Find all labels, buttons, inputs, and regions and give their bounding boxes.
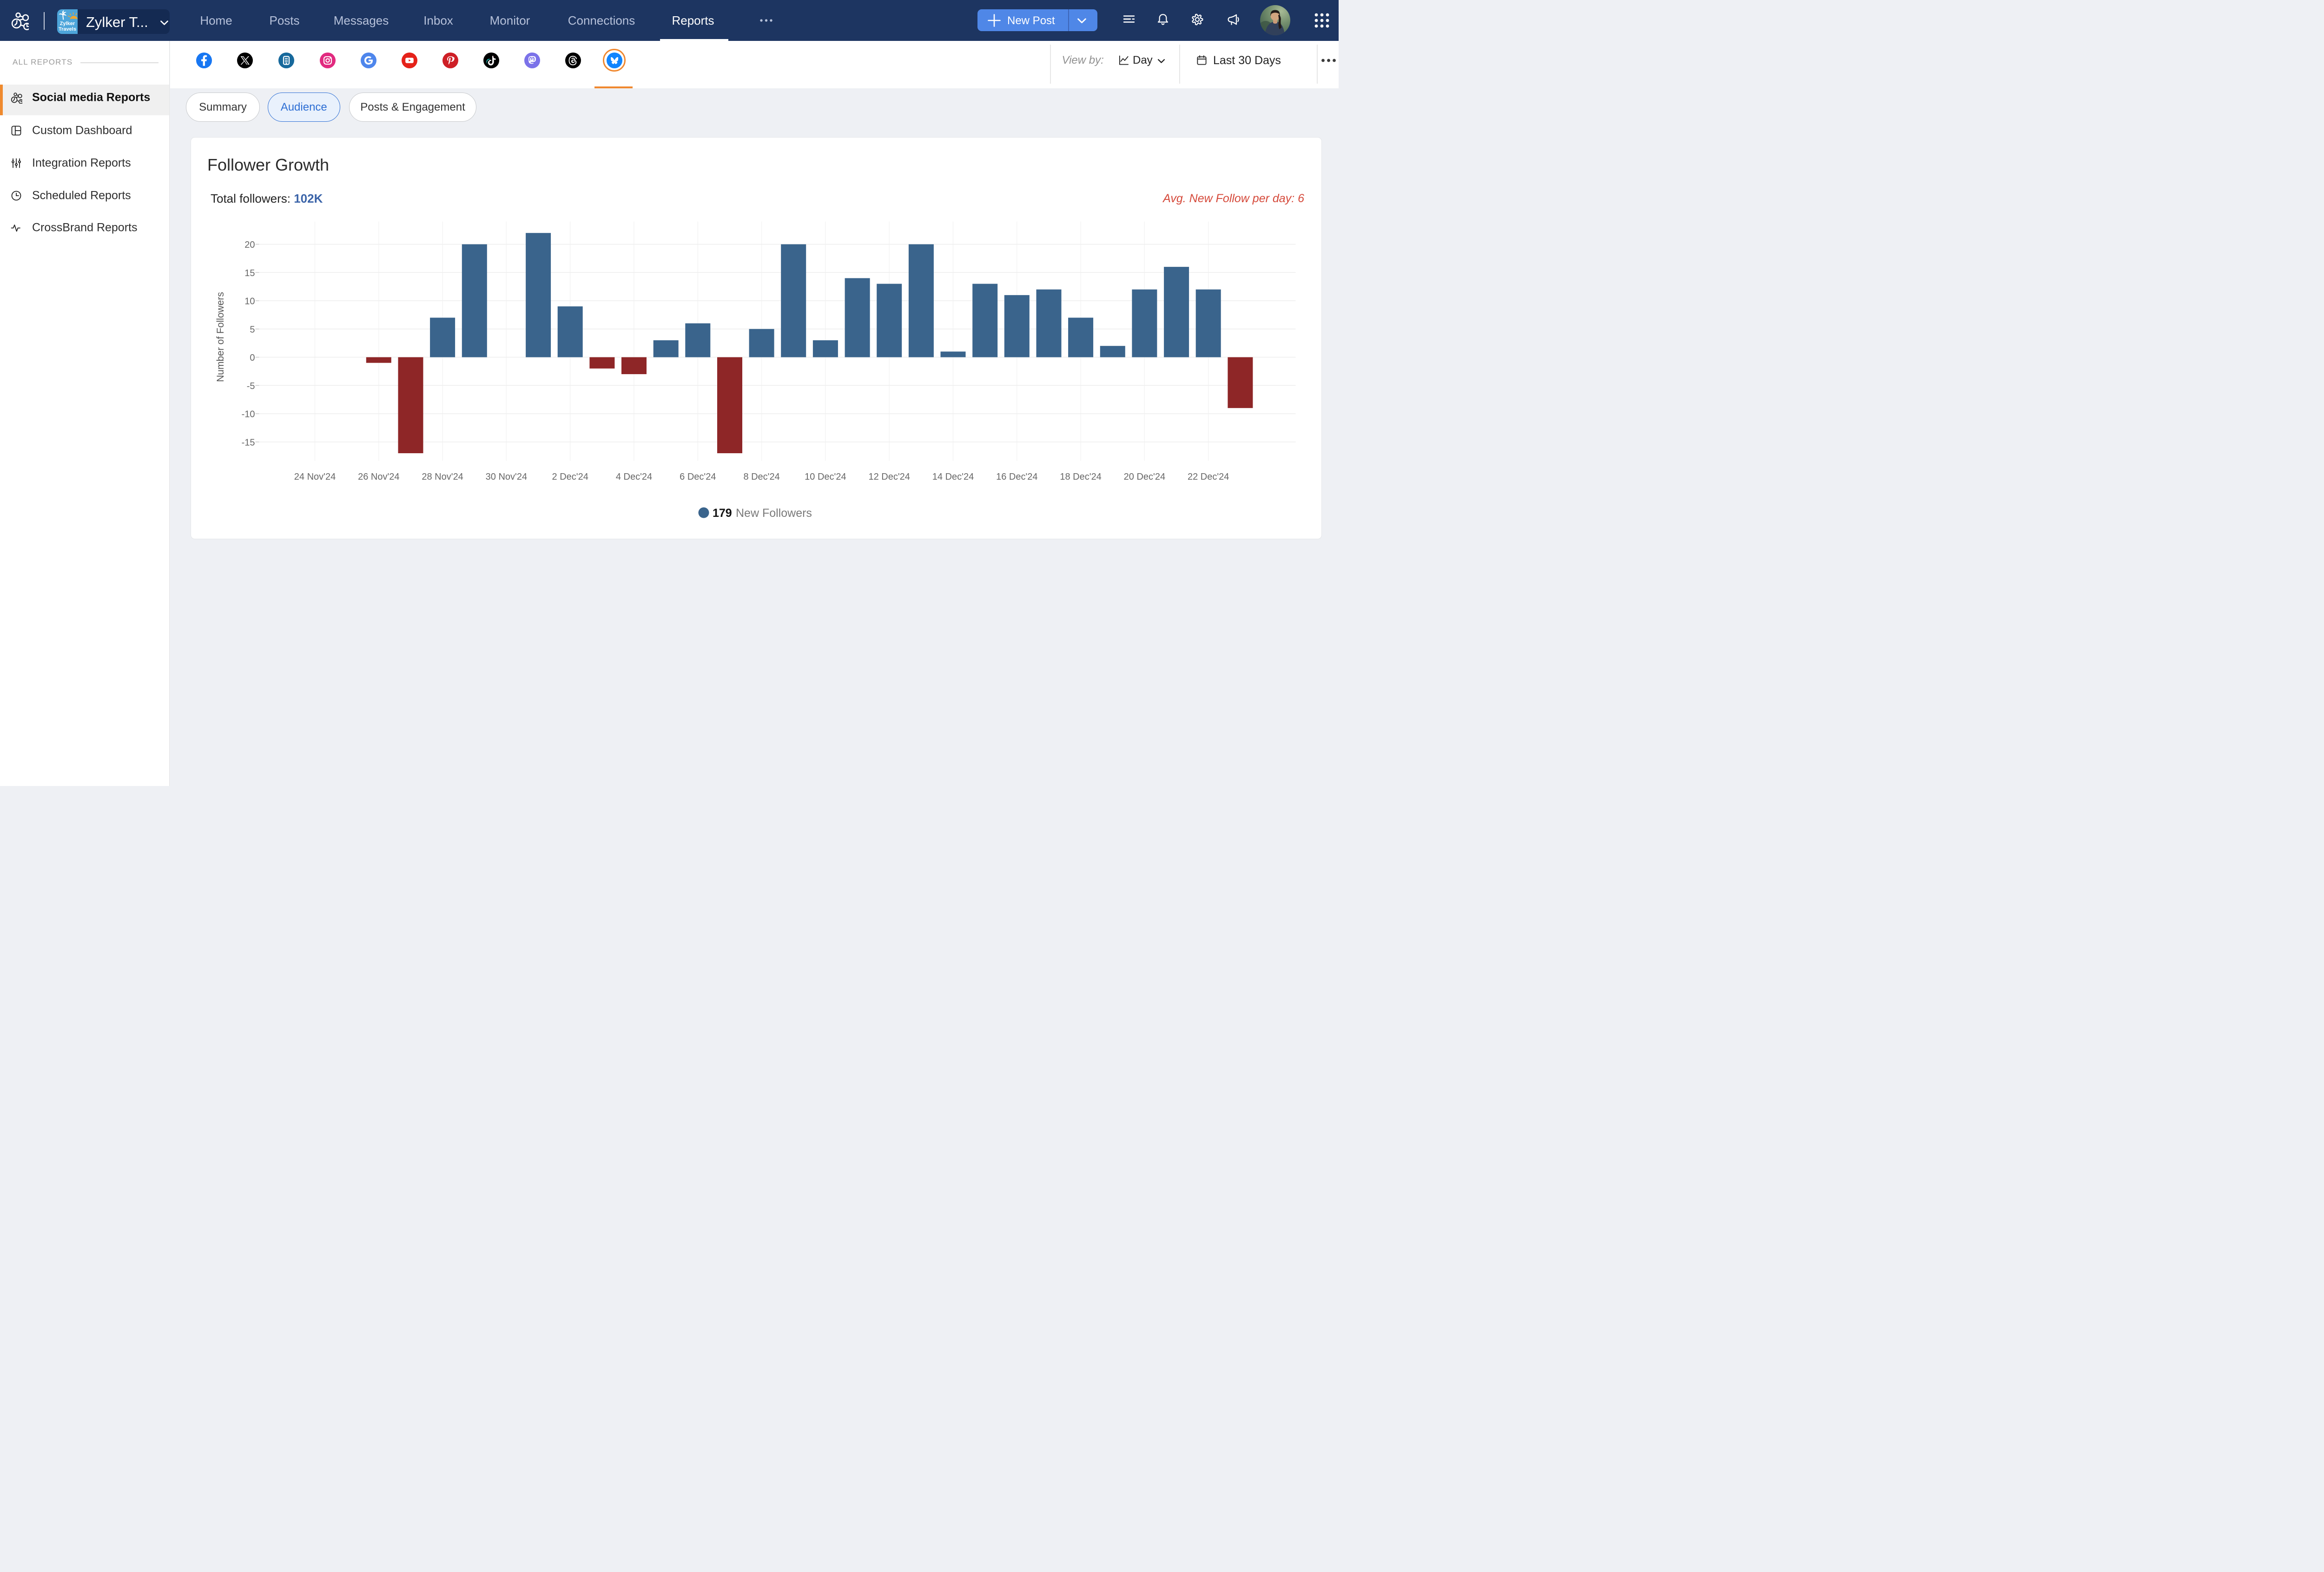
svg-text:28 Nov'24: 28 Nov'24: [422, 472, 463, 482]
svg-text:18 Dec'24: 18 Dec'24: [1060, 472, 1101, 482]
svg-text:-15: -15: [242, 437, 255, 448]
svg-text:15: 15: [244, 268, 255, 278]
svg-text:20 Dec'24: 20 Dec'24: [1124, 472, 1165, 482]
svg-text:30 Nov'24: 30 Nov'24: [486, 472, 527, 482]
svg-text:179: 179: [713, 507, 732, 520]
svg-text:-5: -5: [247, 381, 255, 391]
svg-text:New Followers: New Followers: [736, 507, 812, 520]
svg-text:4 Dec'24: 4 Dec'24: [616, 472, 652, 482]
svg-text:6 Dec'24: 6 Dec'24: [680, 472, 716, 482]
svg-text:8 Dec'24: 8 Dec'24: [743, 472, 779, 482]
svg-text:26 Nov'24: 26 Nov'24: [358, 472, 399, 482]
svg-text:10: 10: [244, 297, 255, 307]
svg-text:14 Dec'24: 14 Dec'24: [932, 472, 974, 482]
svg-text:10 Dec'24: 10 Dec'24: [805, 472, 846, 482]
svg-text:Travels: Travels: [59, 26, 76, 32]
svg-text:24 Nov'24: 24 Nov'24: [294, 472, 336, 482]
svg-text:22 Dec'24: 22 Dec'24: [1188, 472, 1229, 482]
svg-text:Number of Followers: Number of Followers: [215, 292, 226, 382]
svg-text:0: 0: [250, 353, 255, 363]
svg-text:2 Dec'24: 2 Dec'24: [552, 472, 588, 482]
svg-text:20: 20: [244, 240, 255, 250]
svg-text:5: 5: [250, 324, 255, 335]
svg-text:12 Dec'24: 12 Dec'24: [868, 472, 910, 482]
svg-text:16 Dec'24: 16 Dec'24: [996, 472, 1037, 482]
svg-text:Zylker: Zylker: [60, 21, 75, 26]
svg-text:-10: -10: [242, 410, 255, 420]
